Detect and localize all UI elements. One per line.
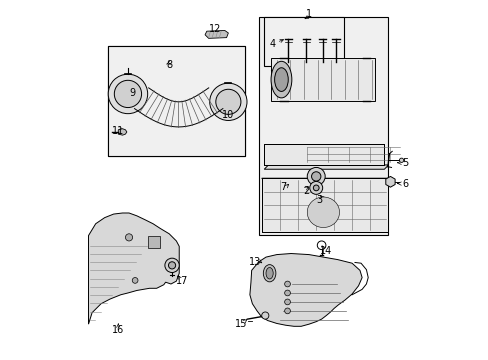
Polygon shape — [271, 58, 375, 101]
Circle shape — [284, 308, 290, 314]
Polygon shape — [118, 129, 126, 135]
Ellipse shape — [265, 267, 273, 279]
Ellipse shape — [270, 61, 291, 98]
Ellipse shape — [263, 265, 275, 282]
Text: 16: 16 — [112, 325, 124, 335]
Bar — [264, 144, 384, 165]
Text: 17: 17 — [175, 276, 187, 286]
Text: 1: 1 — [305, 9, 311, 19]
Circle shape — [164, 258, 179, 273]
Circle shape — [132, 278, 138, 283]
Circle shape — [114, 80, 142, 108]
Circle shape — [125, 234, 132, 241]
Polygon shape — [249, 253, 362, 326]
Text: 8: 8 — [166, 60, 172, 70]
Text: 4: 4 — [269, 40, 275, 49]
Circle shape — [306, 167, 325, 185]
Bar — [107, 45, 244, 156]
Text: 2: 2 — [303, 186, 309, 197]
Polygon shape — [264, 144, 384, 165]
Circle shape — [311, 172, 320, 181]
Text: 14: 14 — [320, 246, 332, 256]
Text: 11: 11 — [112, 126, 124, 135]
Circle shape — [313, 185, 319, 191]
Circle shape — [209, 83, 246, 121]
Text: 9: 9 — [129, 88, 135, 98]
Text: 5: 5 — [401, 158, 407, 168]
Polygon shape — [204, 31, 228, 39]
Text: 15: 15 — [235, 319, 247, 329]
Polygon shape — [264, 165, 388, 169]
Bar — [261, 178, 387, 232]
Text: 3: 3 — [315, 195, 322, 205]
Bar — [107, 45, 244, 156]
Polygon shape — [261, 178, 387, 232]
Polygon shape — [261, 178, 391, 182]
Bar — [258, 17, 387, 234]
Polygon shape — [88, 213, 179, 324]
Circle shape — [309, 181, 322, 194]
Polygon shape — [147, 235, 160, 248]
Circle shape — [168, 262, 175, 269]
Ellipse shape — [274, 68, 287, 91]
Circle shape — [108, 74, 147, 114]
Circle shape — [215, 89, 241, 114]
Circle shape — [261, 312, 268, 319]
Text: 7: 7 — [280, 182, 286, 192]
Ellipse shape — [271, 63, 375, 78]
Ellipse shape — [306, 197, 339, 228]
Bar — [264, 17, 344, 66]
Circle shape — [399, 158, 403, 162]
Circle shape — [284, 290, 290, 296]
Text: 12: 12 — [208, 24, 221, 35]
Text: 13: 13 — [248, 257, 261, 267]
Text: 10: 10 — [222, 111, 234, 121]
Circle shape — [284, 281, 290, 287]
Circle shape — [284, 299, 290, 305]
Text: 6: 6 — [401, 179, 407, 189]
